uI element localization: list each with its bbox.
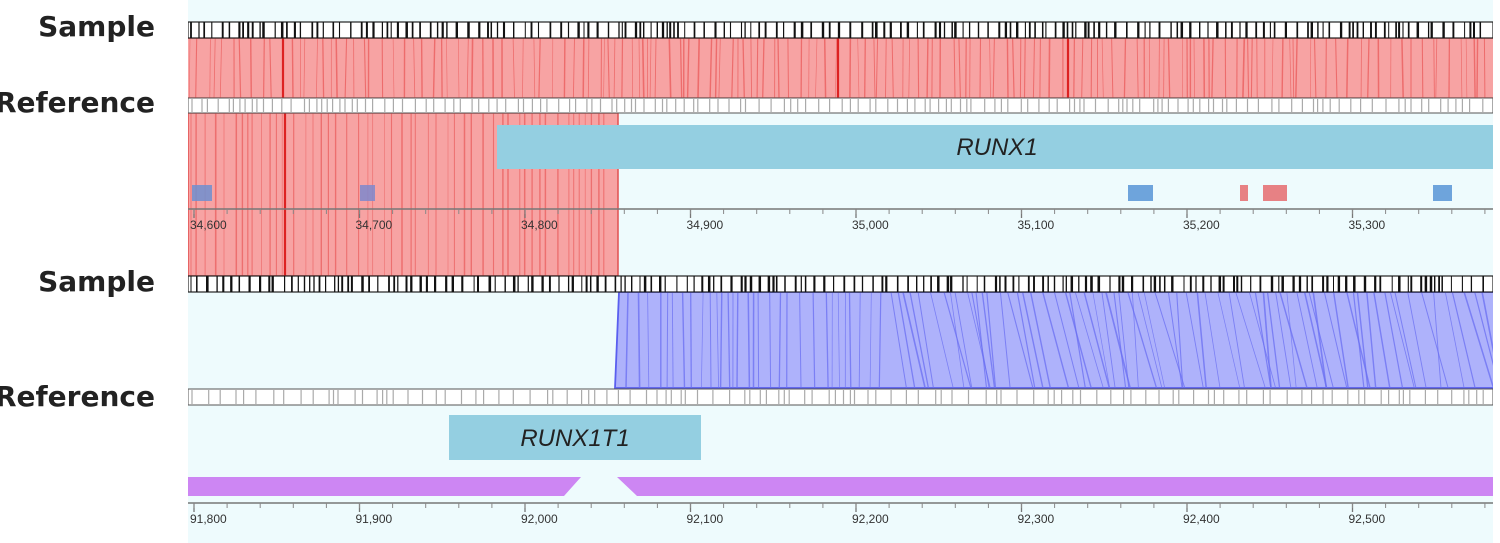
axis-tick-label: 92,500: [1349, 512, 1386, 526]
axis-tick-label: 91,800: [190, 512, 227, 526]
sample-track-top: [188, 21, 1493, 39]
top-alignment-band: [188, 37, 1493, 99]
axis-tick-label: 35,200: [1183, 218, 1220, 232]
bottom-axis: 91,800 91,900 92,000 92,100 92,200 92,300 92,4…: [188, 502, 1493, 526]
sample-label-bottom: Sample: [38, 265, 155, 298]
axis-tick-label: 35,100: [1018, 218, 1055, 232]
axis-tick-label: 34,600: [190, 218, 227, 232]
axis-tick-label: 92,000: [521, 512, 558, 526]
runx1-gene-box: [497, 125, 1493, 169]
exon-marker: [1128, 185, 1153, 201]
axis-tick-label: 35,000: [852, 218, 889, 232]
axis-tick-label: 35,300: [1349, 218, 1386, 232]
purple-feature-track: [188, 477, 1493, 496]
axis-tick-label: 92,400: [1183, 512, 1220, 526]
axis-tick-label: 34,900: [687, 218, 724, 232]
bottom-alignment-lines: [625, 291, 1493, 389]
reference-label-bottom: Reference: [0, 380, 155, 413]
axis-tick-label: 92,100: [687, 512, 724, 526]
sample-track-bottom: [188, 275, 1493, 293]
top-axis: 34,600 34,700 34,800 34,900 35,000 35,100 35,2…: [188, 208, 1493, 232]
top-alignment-lines: [189, 37, 1486, 99]
alignment-view: RUNX1 34,600 34,700 34,800 34,900 35,000 35,1…: [188, 0, 1493, 543]
reference-track-top: [188, 97, 1493, 114]
sample-label-top: Sample: [38, 10, 155, 43]
runx1t1-gene-box: [449, 415, 701, 460]
axis-tick-label: 34,800: [521, 218, 558, 232]
exon-marker: [1240, 185, 1248, 201]
exon-marker: [1263, 185, 1287, 201]
bottom-alignment-band: [614, 291, 1493, 389]
reference-label-top: Reference: [0, 86, 155, 119]
axis-tick-label: 91,900: [356, 512, 393, 526]
axis-tick-label: 92,300: [1018, 512, 1055, 526]
runx1-gene-label: RUNX1: [956, 134, 1037, 161]
axis-tick-label: 92,200: [852, 512, 889, 526]
top-exons: [192, 185, 1452, 201]
reference-track-bottom: [188, 388, 1493, 406]
axis-tick-label: 34,700: [356, 218, 393, 232]
runx1t1-gene-label: RUNX1T1: [520, 425, 629, 452]
exon-marker: [360, 185, 375, 201]
exon-marker: [192, 185, 212, 201]
exon-marker: [1433, 185, 1452, 201]
